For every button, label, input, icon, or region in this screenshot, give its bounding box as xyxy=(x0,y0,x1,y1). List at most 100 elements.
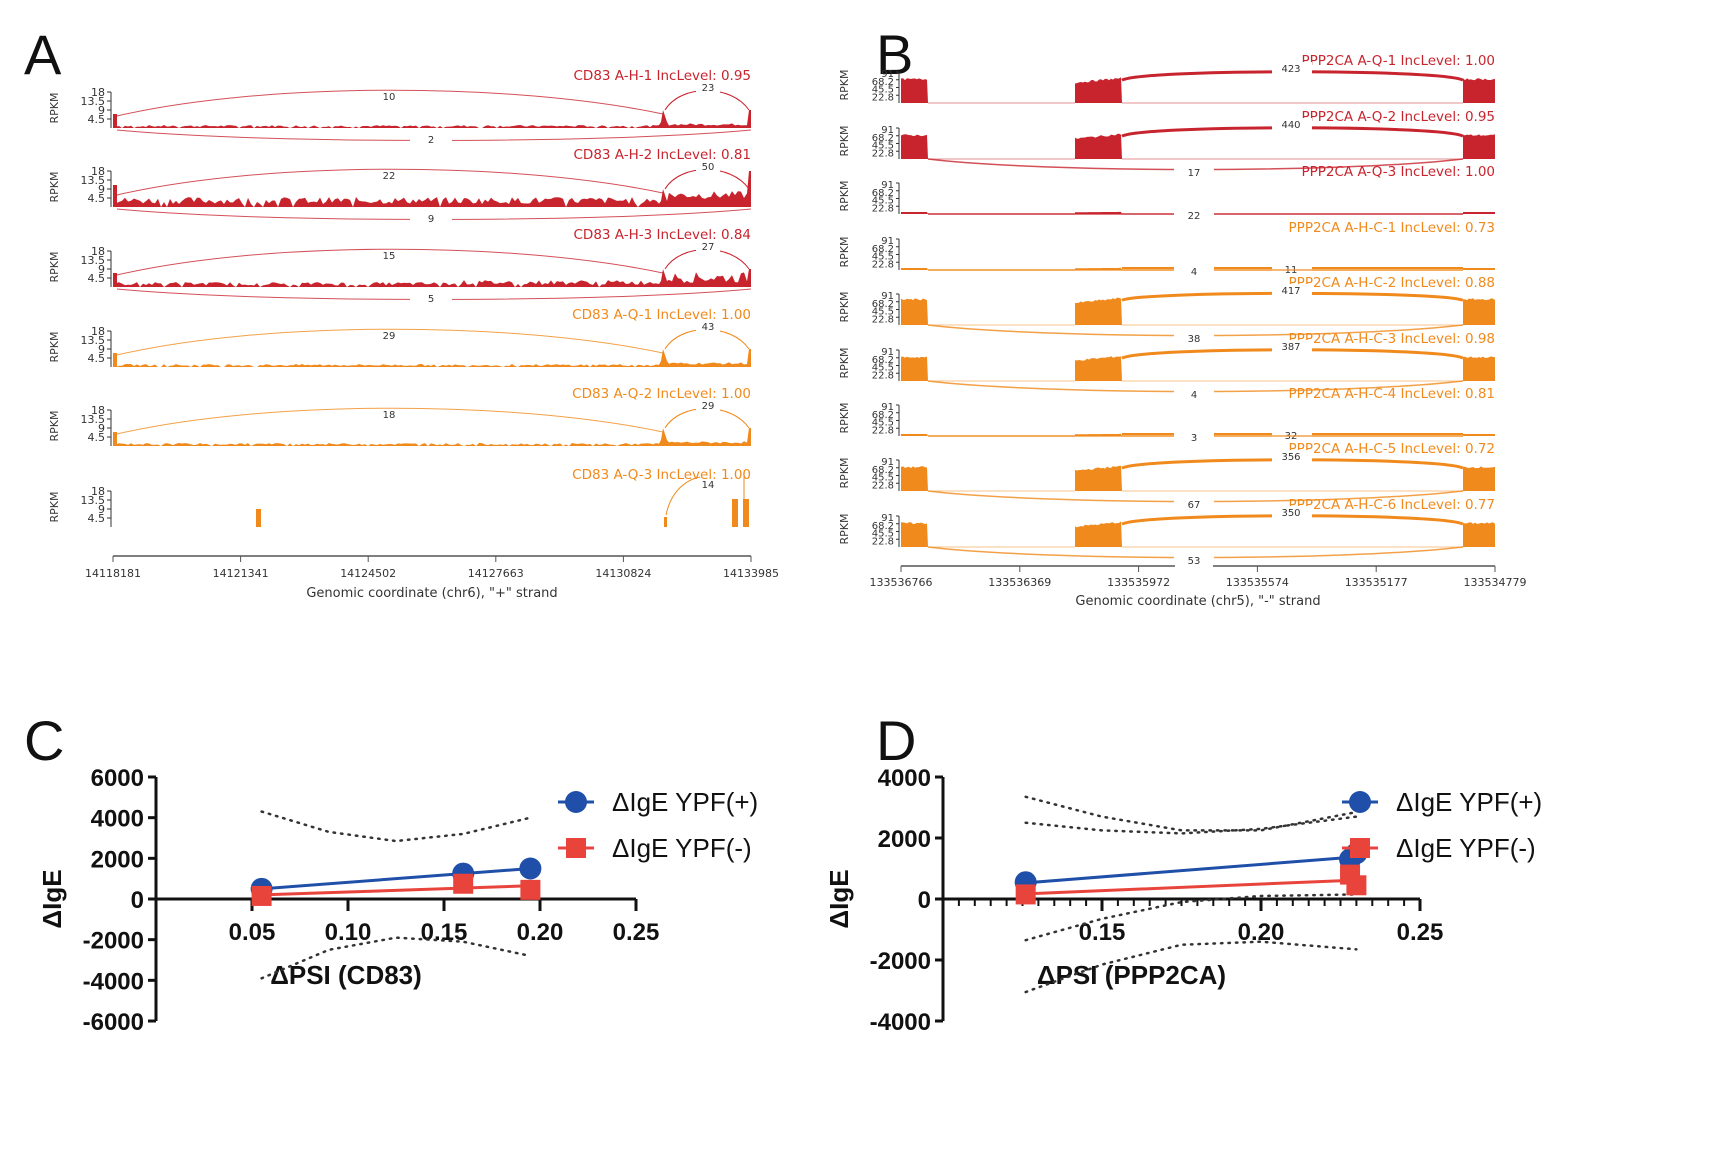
y-tick-label: 68.2 xyxy=(872,188,894,199)
exon-coverage xyxy=(901,134,928,159)
y-tick-label: 22.8 xyxy=(872,536,894,547)
legend-marker xyxy=(566,838,586,858)
exon-coverage xyxy=(901,298,928,325)
data-point xyxy=(1015,884,1036,905)
junction-count: 4 xyxy=(1191,267,1197,278)
x-tick-label: 0.25 xyxy=(613,919,660,946)
y-tick-label: 13.5 xyxy=(81,494,106,507)
coverage-area xyxy=(113,171,751,207)
y-tick-label: 9 xyxy=(98,183,105,196)
y-tick-label: 22.8 xyxy=(872,203,894,214)
x-tick-label: 0.10 xyxy=(325,919,372,946)
y-axis-label: RPKM xyxy=(838,70,851,101)
junction-count: 356 xyxy=(1281,452,1300,463)
y-axis-label: RPKM xyxy=(48,172,61,203)
y-tick-label: 9 xyxy=(98,263,105,276)
track-a-2: CD83 A-H-2 IncLevel: 0.81RPKM1813.594.52… xyxy=(48,147,752,225)
y-axis-label: RPKM xyxy=(48,332,61,363)
exon-coverage xyxy=(1463,268,1495,270)
x-axis-a: 14118181 14121341 14124502 14127663 14130824… xyxy=(85,555,779,601)
track-title: CD83 A-Q-1 IncLevel: 1.00 xyxy=(572,307,751,323)
data-point xyxy=(520,879,541,900)
x-tick-label: 133536369 xyxy=(988,576,1051,589)
y-axis-label: RPKM xyxy=(48,411,61,442)
y-tick-label: 4.5 xyxy=(88,431,106,444)
junction-count: 15 xyxy=(383,251,396,262)
y-tick-label: 91 xyxy=(881,180,894,191)
panel-c-scatter: 6000 4000 2000 0 -2000 -4000 -6000 0.05 0.10 0.15… xyxy=(37,765,758,1036)
exon-coverage xyxy=(1463,356,1495,381)
y-tick-label: 18 xyxy=(91,485,105,498)
junction-arc xyxy=(116,248,664,276)
x-axis-title: ΔPSI (PPP2CA) xyxy=(1037,960,1226,990)
y-axis-label: RPKM xyxy=(838,237,851,268)
y-tick-label: 68.2 xyxy=(872,244,894,255)
junction-count: 440 xyxy=(1281,120,1300,131)
junction-count: 38 xyxy=(1188,334,1201,345)
y-tick-label: 4.5 xyxy=(88,192,106,205)
y-tick-label: 45.5 xyxy=(872,141,894,152)
legend: ΔIgE YPF(+) ΔIgE YPF(-) xyxy=(1342,787,1542,863)
y-tick-label: -4000 xyxy=(83,968,144,995)
junction-label-bg xyxy=(696,82,720,94)
legend-marker xyxy=(565,791,587,813)
y-tick-label: 2000 xyxy=(91,846,144,873)
junction-count: 5 xyxy=(428,294,434,305)
junction-count: 3 xyxy=(1191,433,1197,444)
y-tick-label: 4.5 xyxy=(88,272,106,285)
junction-arc xyxy=(116,328,664,356)
junction-label-bg xyxy=(410,134,452,146)
x-tick-label: 14130824 xyxy=(595,567,651,580)
junction-count: 50 xyxy=(702,162,715,173)
data-point xyxy=(453,873,474,894)
junction-count: 18 xyxy=(383,410,396,421)
junction-count: 29 xyxy=(702,401,715,412)
track-title: CD83 A-H-3 IncLevel: 0.84 xyxy=(574,227,752,243)
junction-label-bg xyxy=(696,400,720,412)
junction-arc xyxy=(116,89,664,117)
exon-coverage xyxy=(1075,297,1122,325)
y-tick-label: 68.2 xyxy=(872,133,894,144)
y-tick-label: 91 xyxy=(881,402,894,413)
y-tick-label: 91 xyxy=(881,457,894,468)
y-tick-label: 68.2 xyxy=(872,355,894,366)
exon-coverage xyxy=(1075,356,1122,381)
y-tick-label: 18 xyxy=(91,245,105,258)
y-tick-label: 22.8 xyxy=(872,148,894,159)
data-point xyxy=(1346,875,1367,896)
exon-coverage xyxy=(1463,522,1495,547)
x-tick-label: 0.25 xyxy=(1397,919,1444,946)
junction-label-bg xyxy=(1174,265,1214,277)
junction-count: 4 xyxy=(1191,390,1197,401)
junction-count: 17 xyxy=(1188,168,1201,179)
y-tick-label: 91 xyxy=(881,513,894,524)
junction-count: 27 xyxy=(702,242,715,253)
y-tick-label: 91 xyxy=(881,125,894,136)
series-ypf-negative xyxy=(251,873,541,906)
exon-coverage xyxy=(1463,78,1495,103)
data-point xyxy=(519,857,542,880)
y-tick-label: 91 xyxy=(881,291,894,302)
x-tick-label: 14124502 xyxy=(340,567,396,580)
exon-coverage xyxy=(1463,212,1495,214)
exon-coverage xyxy=(1463,434,1495,436)
legend-label: ΔIgE YPF(-) xyxy=(1396,833,1536,863)
track-title: PPP2CA A-H-C-2 IncLevel: 0.88 xyxy=(1289,275,1495,291)
y-tick-label: 91 xyxy=(881,236,894,247)
x-axis-title: ΔPSI (CD83) xyxy=(270,960,422,990)
y-tick-label: 4000 xyxy=(91,806,144,833)
track-title: PPP2CA A-H-C-6 IncLevel: 0.77 xyxy=(1289,497,1495,513)
y-tick-label: 91 xyxy=(881,347,894,358)
y-tick-label: 13.5 xyxy=(81,95,106,108)
x-tick-label: 133534779 xyxy=(1464,576,1527,589)
y-axis-label: RPKM xyxy=(48,492,61,523)
data-point xyxy=(251,885,272,906)
y-tick-label: 6000 xyxy=(91,765,144,792)
track-title: PPP2CA A-H-C-1 IncLevel: 0.73 xyxy=(1289,220,1495,236)
y-tick-label: 18 xyxy=(91,404,105,417)
y-tick-label: 18 xyxy=(91,86,105,99)
junction-label-bg xyxy=(1272,284,1312,296)
legend-label: ΔIgE YPF(+) xyxy=(1396,787,1542,817)
